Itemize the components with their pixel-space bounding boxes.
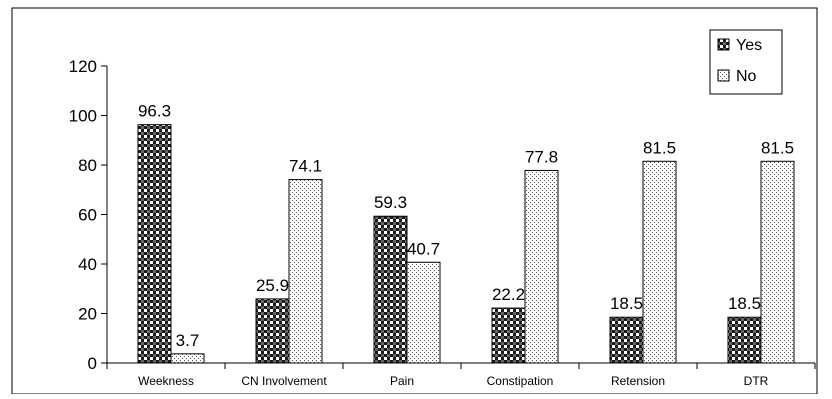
data-label-no: 40.7 bbox=[407, 239, 440, 258]
axes bbox=[106, 66, 816, 369]
data-label-yes: 25.9 bbox=[256, 276, 289, 295]
bars bbox=[137, 124, 795, 364]
bar-yes bbox=[137, 124, 172, 364]
bar-yes bbox=[609, 316, 644, 364]
data-label-no: 81.5 bbox=[761, 138, 794, 157]
x-tick-label: CN Involvement bbox=[241, 374, 327, 388]
data-labels: 96.3 3.7 25.9 74.1 59.3 40.7 22.2 77.8 18.5 81.5 1… bbox=[138, 102, 794, 350]
data-label-no: 3.7 bbox=[176, 331, 200, 350]
y-axis-ticks: 0 20 40 60 80 100 120 bbox=[69, 57, 107, 373]
legend-label-no: No bbox=[736, 68, 757, 85]
data-label-yes: 96.3 bbox=[138, 102, 171, 121]
data-label-no: 74.1 bbox=[289, 157, 322, 176]
data-label-no: 81.5 bbox=[643, 138, 676, 157]
bar-yes bbox=[255, 298, 290, 364]
y-tick-label: 40 bbox=[78, 255, 97, 274]
bar-no bbox=[170, 353, 205, 364]
x-tick-label: Weekness bbox=[138, 374, 194, 388]
legend-swatch-yes bbox=[717, 38, 730, 51]
x-tick-label: Pain bbox=[390, 374, 414, 388]
y-tick-label: 0 bbox=[88, 354, 97, 373]
x-tick-label: Constipation bbox=[487, 374, 554, 388]
bar-yes bbox=[373, 215, 408, 364]
y-tick-label: 80 bbox=[78, 156, 97, 175]
data-label-no: 77.8 bbox=[525, 147, 558, 166]
bar-yes bbox=[727, 316, 762, 364]
y-tick-label: 120 bbox=[69, 57, 97, 76]
data-label-yes: 18.5 bbox=[610, 294, 643, 313]
y-tick-label: 100 bbox=[69, 107, 97, 126]
y-tick-label: 20 bbox=[78, 305, 97, 324]
x-tick-label: DTR bbox=[744, 374, 769, 388]
y-tick-label: 60 bbox=[78, 206, 97, 225]
bar-no bbox=[642, 160, 677, 364]
legend-label-yes: Yes bbox=[736, 37, 762, 54]
data-label-yes: 59.3 bbox=[374, 193, 407, 212]
x-tick-label: Retension bbox=[611, 374, 665, 388]
bar-no bbox=[760, 160, 795, 364]
data-label-yes: 18.5 bbox=[728, 294, 761, 313]
x-axis-ticks: Weekness CN Involvement Pain Constipation Re… bbox=[138, 374, 769, 388]
data-label-yes: 22.2 bbox=[492, 285, 525, 304]
legend-swatch-no bbox=[717, 69, 730, 82]
bar-no bbox=[406, 261, 441, 364]
bar-yes bbox=[491, 307, 526, 364]
legend: Yes No bbox=[709, 29, 783, 95]
bar-no bbox=[288, 179, 323, 364]
bar-no bbox=[524, 169, 559, 364]
